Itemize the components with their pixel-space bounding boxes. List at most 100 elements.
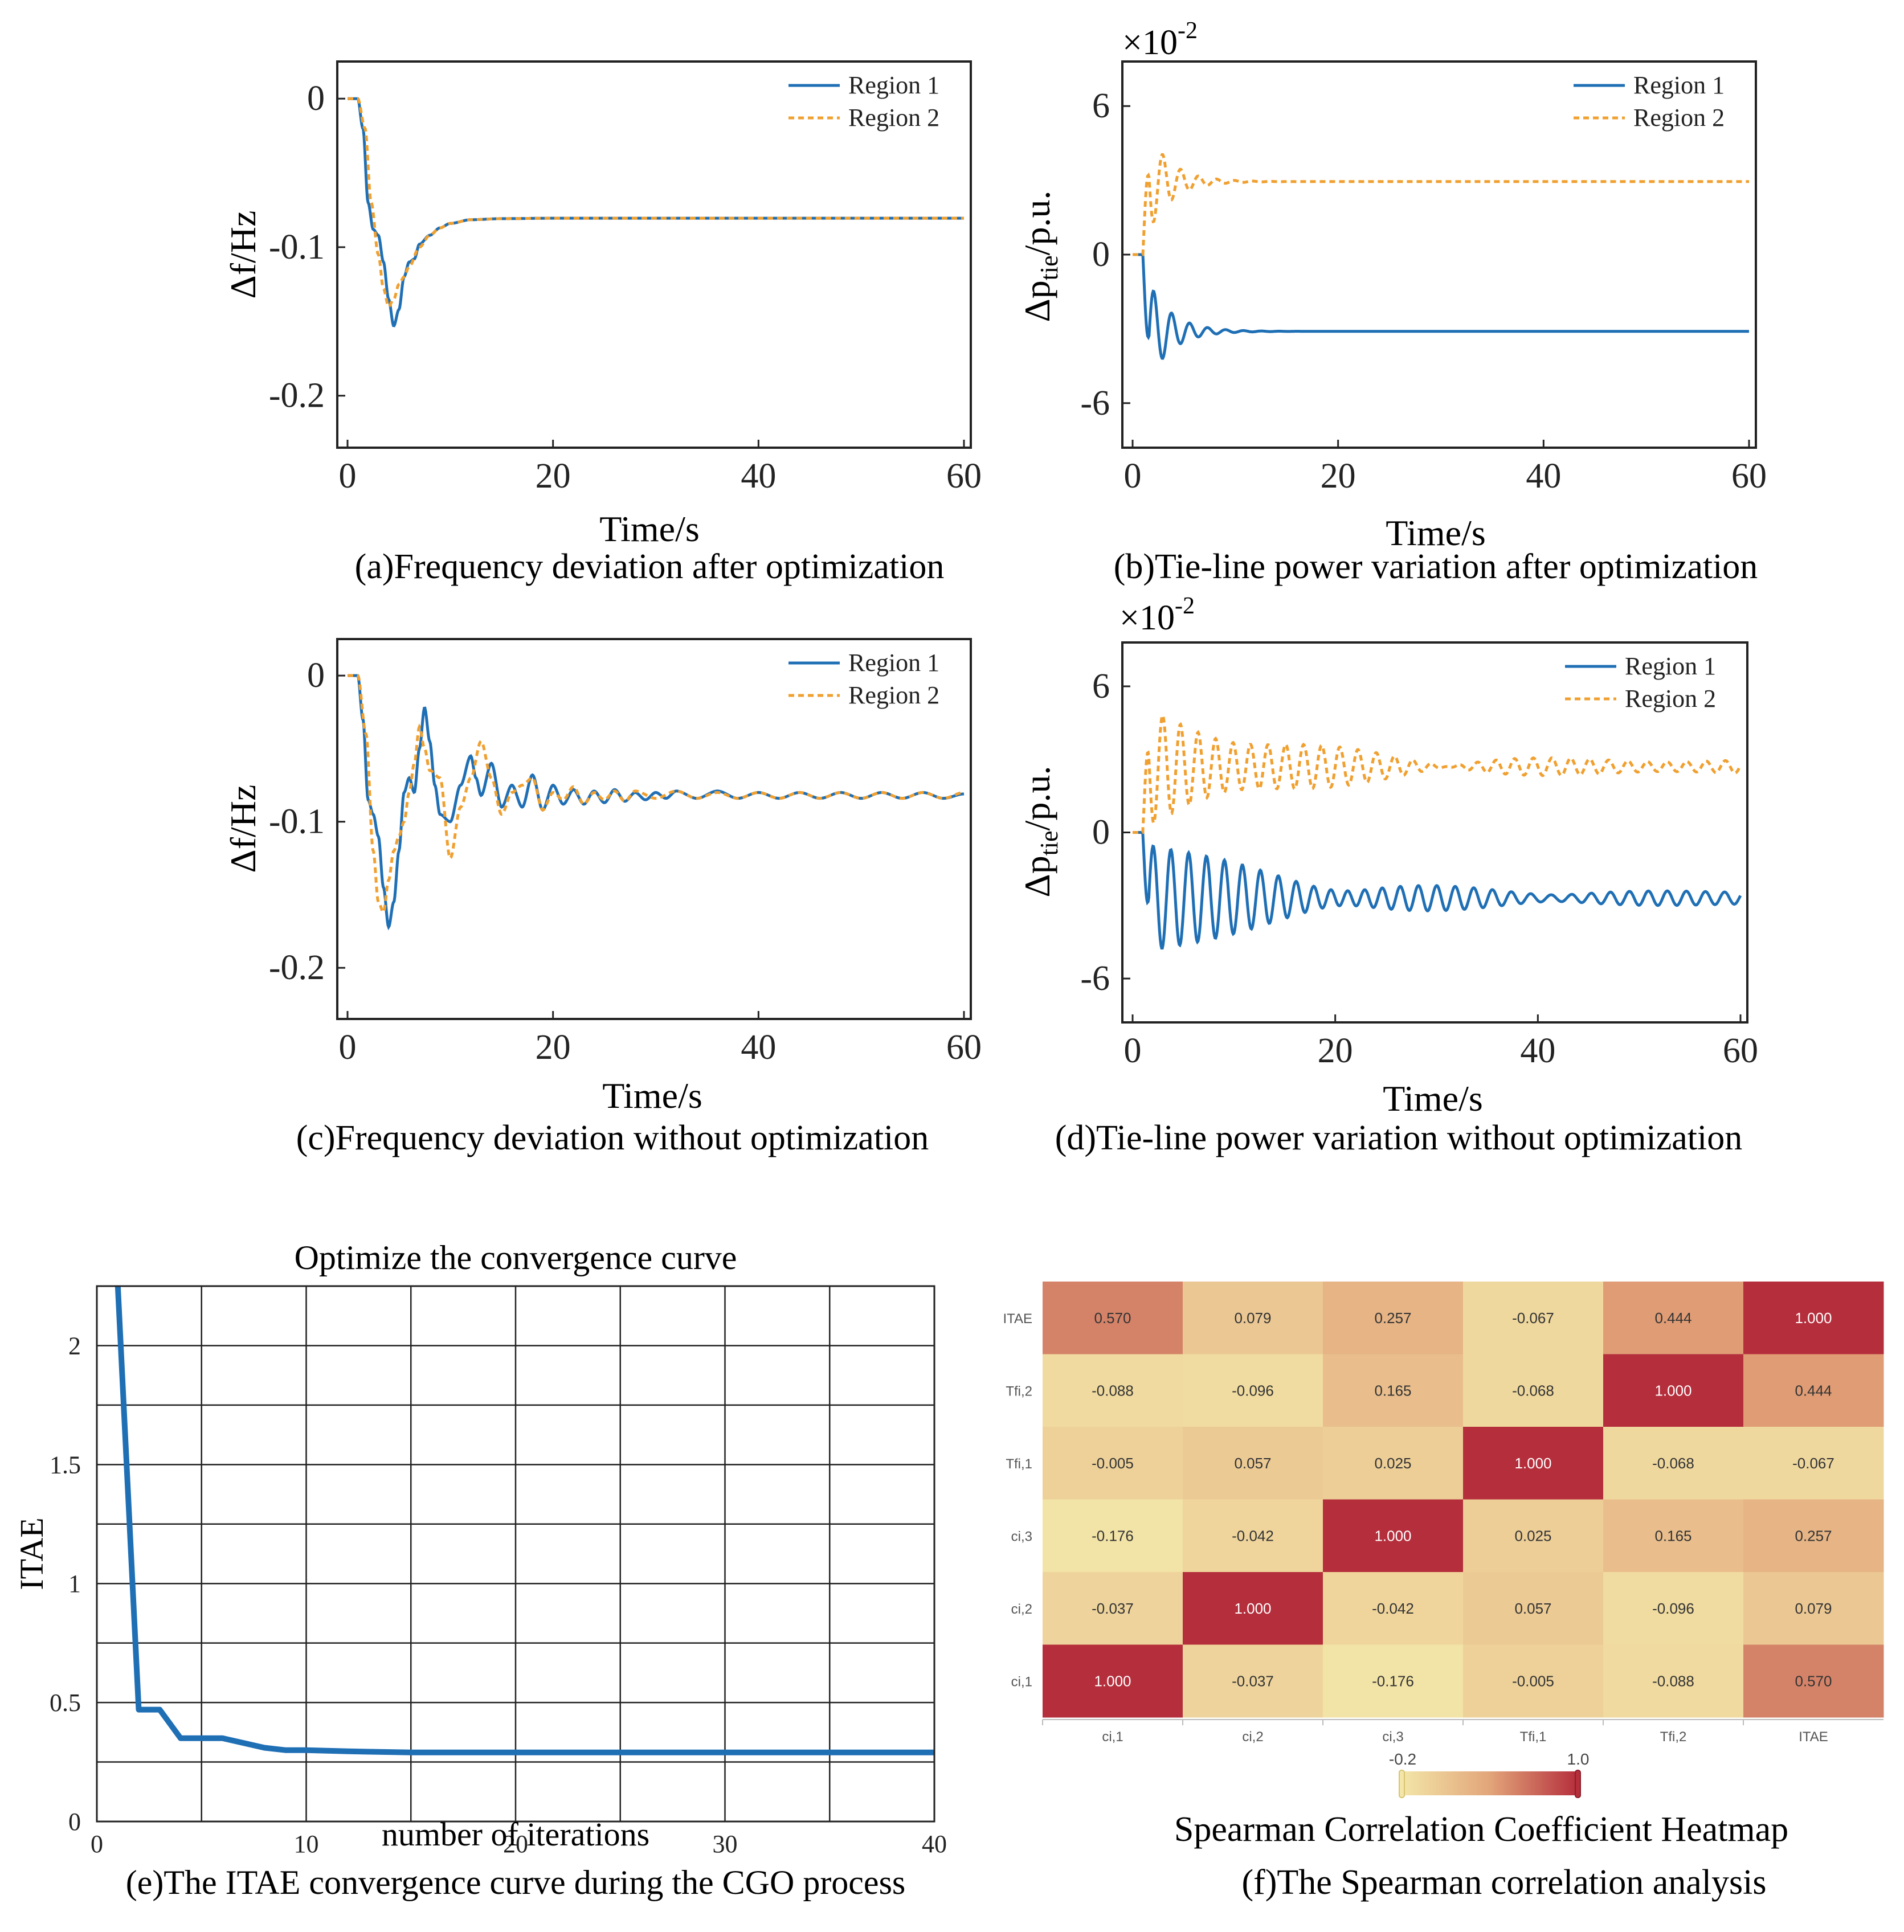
y-tick-label: -0.1: [269, 803, 325, 841]
heatmap-cell-value: -0.096: [1232, 1382, 1274, 1399]
heatmap-cell: [1463, 1282, 1604, 1354]
x-tick-label: 40: [1520, 1032, 1555, 1070]
x-tick-label: 20: [536, 457, 571, 496]
heatmap-cell: [1603, 1572, 1744, 1645]
itae-series-line: [115, 1286, 934, 1755]
colorbar-min-handle[interactable]: [1399, 1770, 1405, 1798]
heatmap-cell: [1463, 1572, 1604, 1645]
panel-e-itae-convergence: 0 10 20 30 40 0 0.5 1 1.5 2 Optimize the converge…: [13, 1239, 947, 1901]
heatmap-cell-value: 0.025: [1374, 1455, 1411, 1472]
x-tick-label: 20: [503, 1830, 528, 1858]
heatmap-cell-value: 1.000: [1795, 1309, 1832, 1327]
x-tick-label: 60: [1723, 1032, 1758, 1070]
heatmap-cell: [1183, 1282, 1323, 1354]
heatmap-cell-value: 0.165: [1654, 1527, 1691, 1544]
heatmap-cell: [1043, 1644, 1183, 1718]
heatmap-cell: [1183, 1354, 1323, 1427]
heatmap-cell: [1743, 1644, 1884, 1718]
heatmap-row-label: Tfi,2: [1006, 1383, 1032, 1399]
y-tick-label: 0: [68, 1808, 81, 1836]
panel-caption: (f)The Spearman correlation analysis: [1241, 1863, 1766, 1902]
heatmap-cell-value: 1.000: [1094, 1672, 1131, 1689]
x-axis-label: Time/s: [599, 509, 700, 549]
y-axis-label: Δptie/p.u.: [1017, 766, 1063, 898]
x-tick-label: 0: [339, 457, 357, 496]
legend-label-1: Region 1: [1633, 71, 1725, 99]
heatmap-cell: [1183, 1644, 1323, 1718]
panel-caption: (a)Frequency deviation after optimizatio…: [355, 547, 945, 586]
heatmap-cell: [1323, 1427, 1464, 1500]
y-tick-label: 6: [1092, 87, 1110, 125]
colorbar-max-label: 1.0: [1567, 1750, 1590, 1768]
series-line-1: [1133, 253, 1749, 360]
y-axis-label: ITAE: [13, 1517, 50, 1590]
y-tick-label: 1: [68, 1570, 81, 1598]
heatmap-cell-value: 0.057: [1234, 1455, 1271, 1472]
panel-f-spearman-heatmap: 0.570 0.079 0.257 -0.067 0.444 1.000 -0.088 -0.…: [1003, 1282, 1884, 1902]
legend-label-1: Region 1: [1625, 652, 1716, 680]
heatmap-cell: [1463, 1354, 1604, 1427]
legend-label-2: Region 2: [1633, 104, 1725, 132]
heatmap-cell: [1603, 1282, 1744, 1354]
heatmap-cell-value: -0.067: [1792, 1455, 1834, 1472]
heatmap-cell-value: -0.068: [1512, 1382, 1554, 1399]
heatmap-cell-value: 0.257: [1795, 1527, 1832, 1544]
y-tick-label: 1.5: [50, 1451, 81, 1479]
x-tick-label: 40: [741, 1028, 776, 1067]
x-tick-label: 0: [1124, 457, 1142, 496]
legend-label-2: Region 2: [848, 681, 939, 709]
heatmap-cell: [1743, 1572, 1884, 1645]
x-tick-label: 40: [922, 1830, 947, 1858]
heatmap-col-label: Tfi,2: [1660, 1729, 1687, 1745]
y-tick-label: -0.2: [269, 376, 325, 415]
series-line-1: [348, 674, 965, 931]
heatmap-cell: [1463, 1499, 1604, 1573]
heatmap-col-label: ci,1: [1102, 1729, 1123, 1745]
x-axis-label: Time/s: [1386, 513, 1486, 553]
heatmap-cell-value: 0.079: [1234, 1309, 1271, 1327]
series-line-2: [1133, 153, 1749, 256]
heatmap-cell: [1743, 1354, 1884, 1427]
heatmap-cell-value: 1.000: [1234, 1600, 1271, 1617]
y-tick-label: -6: [1080, 384, 1110, 423]
panel-caption: (e)The ITAE convergence curve during the…: [126, 1864, 906, 1901]
heatmap-cell-value: -0.005: [1512, 1672, 1554, 1689]
legend-label-2: Region 2: [1625, 685, 1716, 713]
heatmap-cell: [1183, 1572, 1323, 1645]
y-tick-label: 0: [307, 656, 325, 695]
x-tick-label: 40: [1526, 457, 1561, 496]
plot-frame: [336, 60, 972, 449]
heatmap-row-label: ci,1: [1011, 1674, 1032, 1689]
x-tick-label: 40: [741, 457, 776, 496]
heatmap-row-label: ITAE: [1003, 1311, 1032, 1327]
x-tick-label: 60: [946, 457, 982, 496]
heatmap-cell-value: 0.165: [1374, 1382, 1411, 1399]
panel-caption: (c)Frequency deviation without optimizat…: [296, 1119, 929, 1157]
y-tick-label: -0.2: [269, 948, 325, 987]
plot-frame: [96, 1285, 935, 1823]
y-tick-label: 0: [1092, 813, 1110, 852]
colorbar-max-handle[interactable]: [1575, 1770, 1581, 1798]
heatmap-cell: [1743, 1499, 1884, 1573]
y-tick-label: 0: [1092, 235, 1110, 274]
heatmap-cell: [1043, 1427, 1183, 1500]
heatmap-cell: [1463, 1427, 1604, 1500]
heatmap-cell: [1603, 1499, 1744, 1573]
heatmap-cell-value: -0.037: [1092, 1600, 1134, 1617]
heatmap-cell: [1183, 1499, 1323, 1573]
heatmap-cell: [1323, 1499, 1464, 1573]
heatmap-cell-value: 0.570: [1795, 1672, 1832, 1689]
heatmap-row-label: ci,3: [1011, 1529, 1032, 1544]
heatmap-cell: [1603, 1354, 1744, 1427]
heatmap-cell-value: 0.570: [1094, 1309, 1131, 1327]
chart-title: Spearman Correlation Coefficient Heatmap: [1174, 1810, 1788, 1849]
y-tick-label: 0.5: [50, 1689, 81, 1717]
heatmap-cell: [1323, 1644, 1464, 1718]
heatmap-cell-value: 0.025: [1514, 1527, 1551, 1544]
series-line-2: [348, 674, 964, 914]
heatmap-cell: [1463, 1644, 1604, 1718]
heatmap-cell-value: 0.079: [1795, 1600, 1832, 1617]
heatmap-cell-value: -0.068: [1652, 1455, 1694, 1472]
